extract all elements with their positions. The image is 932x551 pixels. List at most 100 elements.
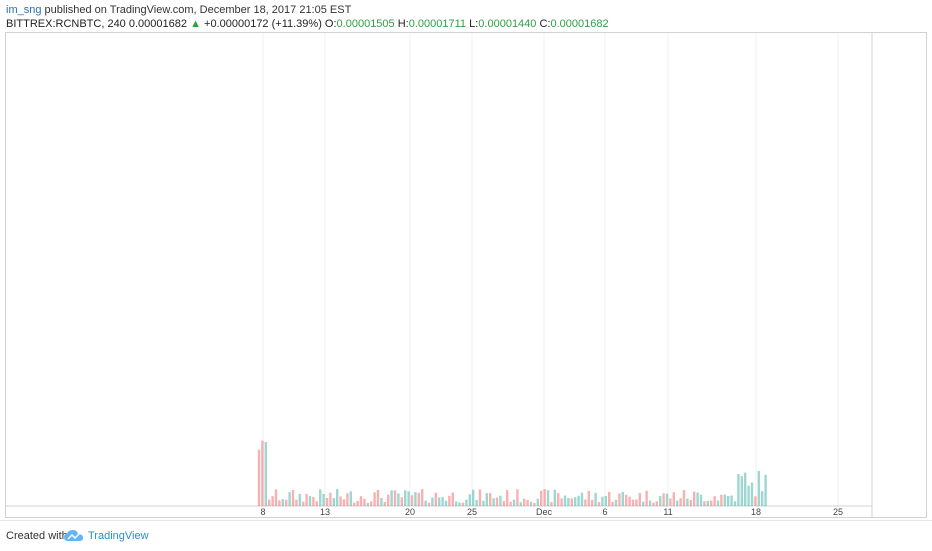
volume-bar [339, 496, 342, 506]
volume-bar [560, 498, 563, 506]
volume-bar [557, 493, 560, 506]
volume-bar [298, 493, 301, 506]
volume-bar [319, 489, 322, 506]
volume-bar [468, 494, 471, 506]
volume-bar [699, 494, 703, 506]
x-tick-label: 13 [320, 507, 330, 517]
publish-line: im_sng published on TradingView.com, Dec… [6, 4, 351, 16]
volume-bar [356, 500, 359, 506]
volume-bar [604, 496, 607, 506]
volume-bar [757, 470, 760, 506]
volume-bar [543, 489, 546, 506]
volume-bar [390, 490, 393, 506]
volume-bar [410, 495, 414, 506]
volume-bar [696, 492, 699, 506]
volume-bar [509, 501, 512, 506]
volume-bar [295, 499, 298, 506]
chart-pane[interactable]: 0.000040000.000035000.000030000.00002500… [5, 32, 927, 518]
volume-bar [716, 500, 720, 506]
volume-bar [618, 493, 621, 506]
volume-bar [332, 497, 335, 506]
volume-bar [686, 498, 689, 506]
author-link[interactable]: im_sng [6, 4, 42, 16]
volume-bar [621, 491, 624, 506]
volume-bar [730, 495, 733, 506]
volume-bar [274, 489, 278, 506]
volume-bar [499, 495, 502, 506]
volume-bar [761, 491, 764, 506]
volume-bar [417, 492, 420, 506]
volume-bar [427, 502, 431, 506]
volume-bar [523, 498, 526, 506]
volume-bar [652, 502, 655, 506]
volume-bar [614, 499, 618, 506]
volume-bar [441, 497, 444, 506]
volume-bar [288, 492, 291, 506]
volume-bar [424, 500, 427, 506]
volume-bar [472, 489, 475, 506]
volume-bar [380, 497, 383, 506]
symbol-name[interactable]: BITTREX:RCNBTC, 240 [6, 18, 126, 30]
x-tick-label: 18 [751, 507, 761, 517]
tradingview-brand[interactable]: TradingView [88, 530, 149, 542]
volume-bar [529, 501, 533, 506]
volume-bar [587, 490, 590, 506]
volume-bar [638, 492, 641, 506]
volume-bar [325, 497, 329, 506]
high-value: 0.00001711 [408, 18, 467, 30]
volume-bar [703, 501, 706, 506]
volume-bar [720, 494, 723, 506]
volume-bar [597, 502, 601, 506]
volume-bar [659, 496, 662, 506]
x-tick-label: Dec [536, 507, 553, 517]
volume-bar [580, 492, 584, 506]
volume-bar [655, 501, 658, 506]
volume-bar [733, 501, 737, 506]
volume-bar [359, 496, 363, 506]
volume-bar [635, 499, 638, 506]
volume-bar [506, 490, 509, 506]
volume-bar [713, 496, 716, 506]
volume-bar [383, 502, 386, 506]
volume-bar [706, 500, 709, 506]
x-tick-label: 8 [260, 507, 265, 517]
volume-bar [502, 501, 505, 506]
volume-bar [665, 493, 669, 506]
volume-bar [489, 493, 492, 506]
volume-bar [550, 502, 553, 506]
tradingview-cloud-icon[interactable] [64, 529, 84, 543]
volume-bar [577, 495, 580, 506]
volume-bar [478, 489, 482, 506]
up-arrow-icon: ▲ [190, 18, 201, 30]
volume-bar [553, 489, 556, 506]
volume-bar [482, 500, 485, 506]
volume-bar [285, 499, 288, 506]
volume-bar [676, 500, 679, 506]
volume-bar [611, 501, 614, 506]
volume-bar [444, 500, 448, 506]
price-chart[interactable]: 0.000040000.000035000.000030000.00002500… [6, 33, 926, 517]
volume-bar [370, 501, 373, 506]
volume-bar [342, 499, 346, 506]
volume-bar [291, 490, 295, 506]
volume-bar [669, 498, 672, 506]
volume-bar [662, 493, 665, 506]
volume-bar [723, 494, 726, 506]
volume-bar [608, 491, 611, 506]
volume-bar [591, 499, 594, 506]
volume-bar [485, 493, 488, 506]
volume-bar [519, 502, 522, 506]
volume-bar [458, 502, 461, 506]
volume-bar [526, 499, 529, 506]
volume-bar [315, 501, 318, 506]
volume-bar [373, 492, 376, 506]
volume-bar [710, 500, 713, 506]
volume-bar [727, 495, 730, 506]
volume-bar [302, 501, 305, 506]
volume-bar [397, 493, 400, 506]
volume-bar [584, 499, 587, 506]
open-value: 0.00001505 [336, 18, 395, 30]
volume-bar [689, 500, 692, 506]
high-label: H: [397, 18, 409, 30]
low-label: L: [469, 18, 479, 30]
